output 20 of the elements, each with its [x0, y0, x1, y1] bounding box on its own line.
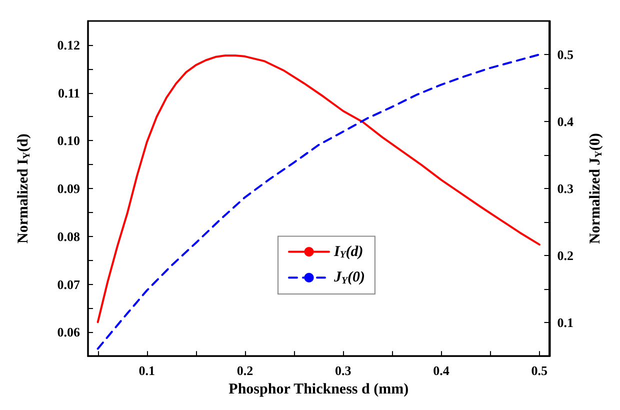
- y-axis-title: Normalized IY(d): [16, 134, 32, 244]
- x-tick-label: 0.1: [138, 363, 156, 378]
- y-tick-label: 0.07: [57, 276, 80, 292]
- x-tick-label: 0.2: [236, 363, 254, 378]
- y2-axis-title: Normalized JY(0): [588, 133, 604, 244]
- x-tick-label: 0.4: [433, 363, 450, 378]
- y2-tick-label: 0.3: [557, 181, 574, 196]
- y-tick-label: 0.10: [57, 133, 80, 148]
- y2-tick-label: 0.1: [557, 315, 574, 330]
- y2-tick-label: 0.4: [557, 114, 574, 130]
- x-axis-title: Phosphor Thickness d (mm): [228, 382, 409, 398]
- y2-tick-label: 0.5: [557, 47, 574, 62]
- y2-tick-label: 0.2: [557, 248, 574, 264]
- x-tick-label: 0.3: [335, 363, 352, 378]
- y-tick-label: 0.12: [57, 37, 80, 52]
- y-tick-label: 0.09: [57, 181, 80, 196]
- x-tick-label: 0.5: [531, 363, 548, 378]
- y-tick-label: 0.08: [57, 228, 80, 244]
- y-tick-label: 0.11: [58, 85, 80, 100]
- y-tick-label: 0.06: [57, 324, 80, 340]
